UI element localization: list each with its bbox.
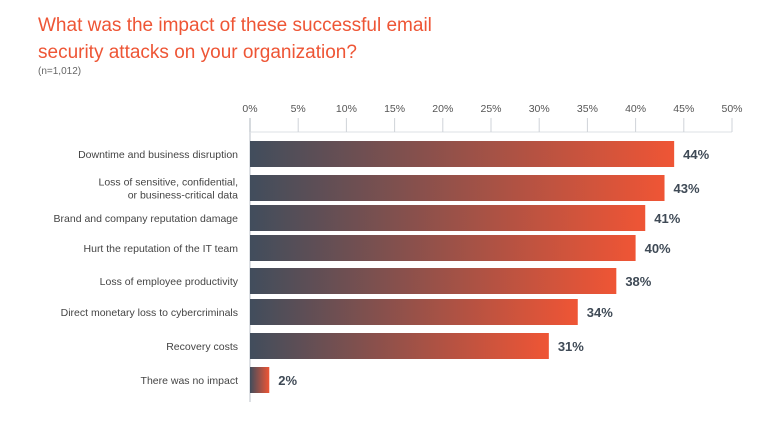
x-tick-label: 0% xyxy=(242,103,257,115)
bar xyxy=(250,205,646,231)
x-tick-label: 5% xyxy=(291,103,306,115)
data-label: 44% xyxy=(683,147,709,162)
x-tick-label: 45% xyxy=(673,103,694,115)
data-label: 38% xyxy=(625,274,651,289)
x-tick-label: 30% xyxy=(529,103,550,115)
category-label: Brand and company reputation damage xyxy=(54,213,239,225)
x-tick-label: 15% xyxy=(384,103,405,115)
x-tick-label: 20% xyxy=(432,103,453,115)
chart-title: What was the impact of these successful … xyxy=(38,15,432,63)
category-label: or business-critical data xyxy=(128,190,238,202)
data-label: 41% xyxy=(654,211,680,226)
bar xyxy=(250,235,636,261)
x-tick-label: 50% xyxy=(721,103,742,115)
bar xyxy=(250,367,270,393)
category-label: Downtime and business disruption xyxy=(78,149,238,161)
category-label: Direct monetary loss to cybercriminals xyxy=(61,307,238,319)
x-tick-label: 40% xyxy=(625,103,646,115)
data-label: 31% xyxy=(558,339,584,354)
bar xyxy=(250,299,578,325)
chart-subtitle: (n=1,012) xyxy=(38,66,82,77)
category-label: Loss of sensitive, confidential, xyxy=(99,177,239,189)
x-tick-label: 25% xyxy=(480,103,501,115)
data-label: 34% xyxy=(587,305,613,320)
category-label: Hurt the reputation of the IT team xyxy=(84,243,239,255)
bar xyxy=(250,141,675,167)
x-tick-label: 10% xyxy=(336,103,357,115)
data-label: 43% xyxy=(674,181,700,196)
bar xyxy=(250,175,665,201)
bar xyxy=(250,333,549,359)
data-label: 2% xyxy=(278,373,297,388)
category-label: Recovery costs xyxy=(166,341,238,353)
x-tick-label: 35% xyxy=(577,103,598,115)
bar xyxy=(250,268,617,294)
category-label: There was no impact xyxy=(141,375,239,387)
category-label: Loss of employee productivity xyxy=(100,276,239,288)
data-label: 40% xyxy=(645,241,671,256)
